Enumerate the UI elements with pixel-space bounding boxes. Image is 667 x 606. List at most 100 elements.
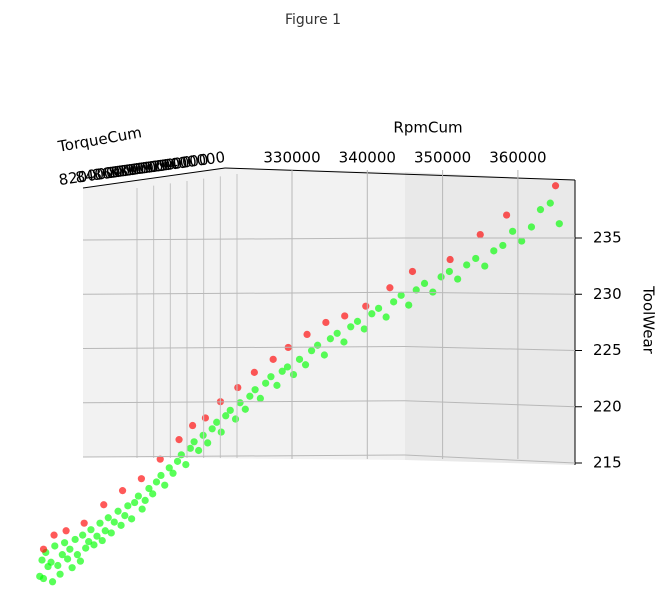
point — [408, 267, 417, 276]
point — [152, 478, 161, 486]
point — [222, 412, 230, 420]
point — [58, 551, 66, 559]
point — [186, 444, 194, 452]
point — [51, 542, 59, 550]
point — [39, 574, 48, 583]
point — [301, 361, 310, 369]
point — [47, 558, 55, 566]
point — [121, 511, 129, 520]
z-tick-label: 230 — [593, 285, 622, 303]
point — [208, 425, 216, 433]
point — [60, 539, 69, 547]
point — [231, 415, 240, 423]
z-tick-label: 235 — [593, 229, 622, 247]
point — [87, 526, 95, 534]
point — [333, 329, 341, 337]
point — [138, 505, 146, 513]
point — [390, 298, 398, 306]
rpm-axis-line — [224, 167, 576, 181]
side-pane — [405, 172, 575, 465]
grid-line — [82, 346, 406, 349]
point — [68, 564, 76, 572]
point — [107, 529, 115, 537]
point — [204, 439, 212, 447]
point — [454, 275, 462, 283]
point — [499, 241, 507, 250]
point — [322, 318, 330, 327]
point — [241, 405, 249, 413]
point — [177, 451, 185, 459]
point — [446, 255, 454, 264]
point — [303, 330, 311, 338]
x-axis-label: RpmCum — [393, 119, 462, 137]
point — [536, 206, 545, 214]
point — [518, 237, 526, 245]
z-tick-label: 225 — [593, 341, 622, 359]
point — [256, 394, 264, 403]
point — [273, 381, 281, 389]
point — [50, 531, 58, 539]
point — [85, 538, 93, 546]
point — [278, 367, 286, 375]
point — [362, 302, 370, 310]
point — [326, 335, 335, 343]
point — [90, 541, 98, 549]
point — [341, 312, 349, 320]
point — [175, 436, 183, 444]
torque-axis-line — [82, 167, 226, 189]
plot-area — [36, 182, 563, 586]
point — [445, 267, 453, 276]
point — [76, 557, 85, 565]
point — [199, 431, 207, 439]
point — [509, 227, 517, 235]
grid-line — [82, 454, 406, 458]
point — [246, 392, 254, 400]
point — [141, 496, 149, 504]
point — [169, 469, 177, 477]
point — [134, 492, 142, 500]
point — [80, 519, 88, 527]
point — [157, 471, 165, 480]
point — [551, 182, 560, 190]
grid-line — [404, 346, 576, 351]
point — [472, 254, 480, 263]
point — [149, 490, 157, 498]
point — [98, 536, 106, 545]
point — [295, 355, 304, 363]
point — [320, 351, 328, 359]
point — [39, 545, 48, 553]
point — [250, 368, 258, 376]
point — [137, 475, 145, 483]
point — [117, 521, 125, 529]
point — [54, 561, 62, 570]
point — [165, 464, 173, 472]
point — [374, 304, 383, 312]
point — [555, 220, 563, 228]
point — [490, 247, 498, 255]
point — [82, 544, 90, 552]
point — [189, 421, 197, 430]
point — [382, 313, 390, 321]
point — [405, 301, 413, 309]
point — [131, 498, 139, 507]
point — [476, 230, 484, 239]
z-tick-label: 215 — [593, 454, 622, 472]
point — [38, 556, 46, 564]
point — [195, 446, 203, 455]
point — [71, 535, 79, 544]
grid-line — [404, 291, 576, 295]
point — [64, 555, 72, 563]
point — [368, 310, 376, 318]
point — [546, 199, 554, 207]
point — [110, 518, 118, 526]
point — [386, 284, 394, 292]
grid-line — [82, 237, 406, 241]
x-tick-label: 330000 — [263, 149, 320, 167]
x-tick-label: 340000 — [339, 149, 396, 167]
point — [93, 532, 101, 540]
point — [190, 438, 198, 446]
point — [289, 370, 298, 379]
point — [118, 487, 127, 495]
grid-line — [82, 400, 406, 404]
